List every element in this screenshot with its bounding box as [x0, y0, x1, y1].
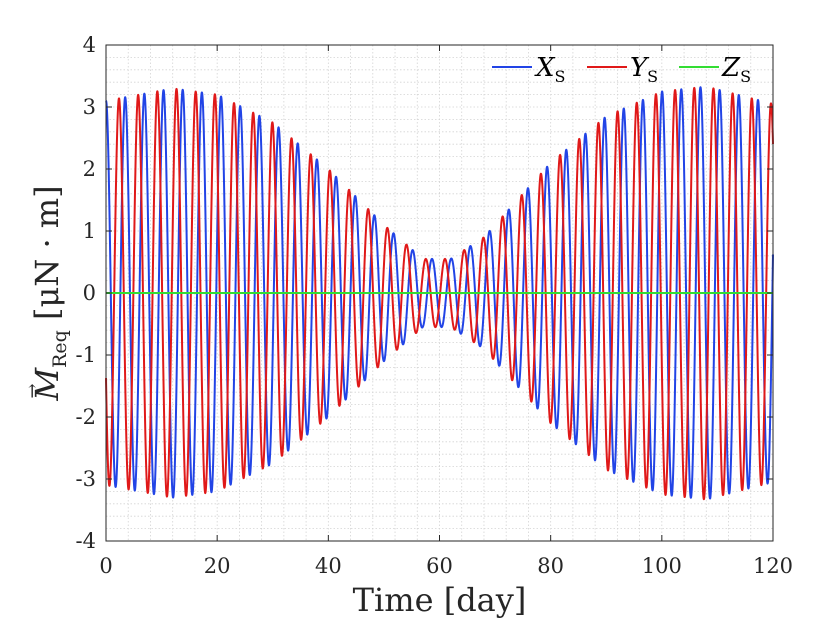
x-axis-title: Time [day]: [353, 581, 527, 619]
legend-label-y-s: YS: [630, 53, 658, 86]
legend-label-sub: S: [647, 67, 658, 86]
legend-label-x-s: XS: [534, 53, 565, 86]
y-axis-symbol: M: [28, 367, 66, 402]
y-tick-label: -3: [76, 467, 96, 491]
y-axis-units: [μN · m]: [28, 185, 66, 320]
y-tick-label: -1: [76, 343, 96, 367]
plot-area: [105, 86, 774, 501]
y-tick-label: -2: [76, 405, 96, 429]
axis-ticks: 0 20 40 60 80 100 120 -4 -3 -2 -1 0 1 2 3 4: [76, 33, 794, 578]
x-tick-label: 120: [753, 554, 793, 578]
y-axis-subscript: Req: [49, 330, 71, 368]
svg-text:MReq [μN · m]: MReq [μN · m]: [28, 185, 71, 401]
y-tick-label: 1: [83, 219, 96, 243]
y-axis-vector-arrow: →: [22, 383, 43, 398]
y-tick-label: 2: [83, 157, 96, 181]
legend: XS YS ZS: [492, 53, 751, 86]
y-tick-label: 0: [83, 281, 96, 305]
legend-label-main: Z: [721, 53, 741, 83]
legend-label-main: X: [534, 53, 556, 83]
legend-label-z-s: ZS: [721, 53, 751, 86]
y-tick-label: 4: [83, 33, 96, 57]
y-axis-title: MReq [μN · m] →: [22, 185, 71, 401]
legend-label-sub: S: [555, 67, 566, 86]
series-line-y-s: [105, 86, 774, 501]
x-tick-label: 100: [642, 554, 682, 578]
y-tick-label: 3: [83, 95, 96, 119]
legend-label-sub: S: [740, 67, 751, 86]
x-tick-label: 80: [537, 554, 564, 578]
x-tick-label: 40: [315, 554, 342, 578]
legend-label-main: Y: [630, 53, 650, 83]
y-tick-label: -4: [76, 529, 96, 553]
series-line-x-s: [105, 86, 774, 500]
x-tick-label: 0: [99, 554, 112, 578]
x-tick-label: 60: [426, 554, 453, 578]
x-tick-label: 20: [204, 554, 231, 578]
